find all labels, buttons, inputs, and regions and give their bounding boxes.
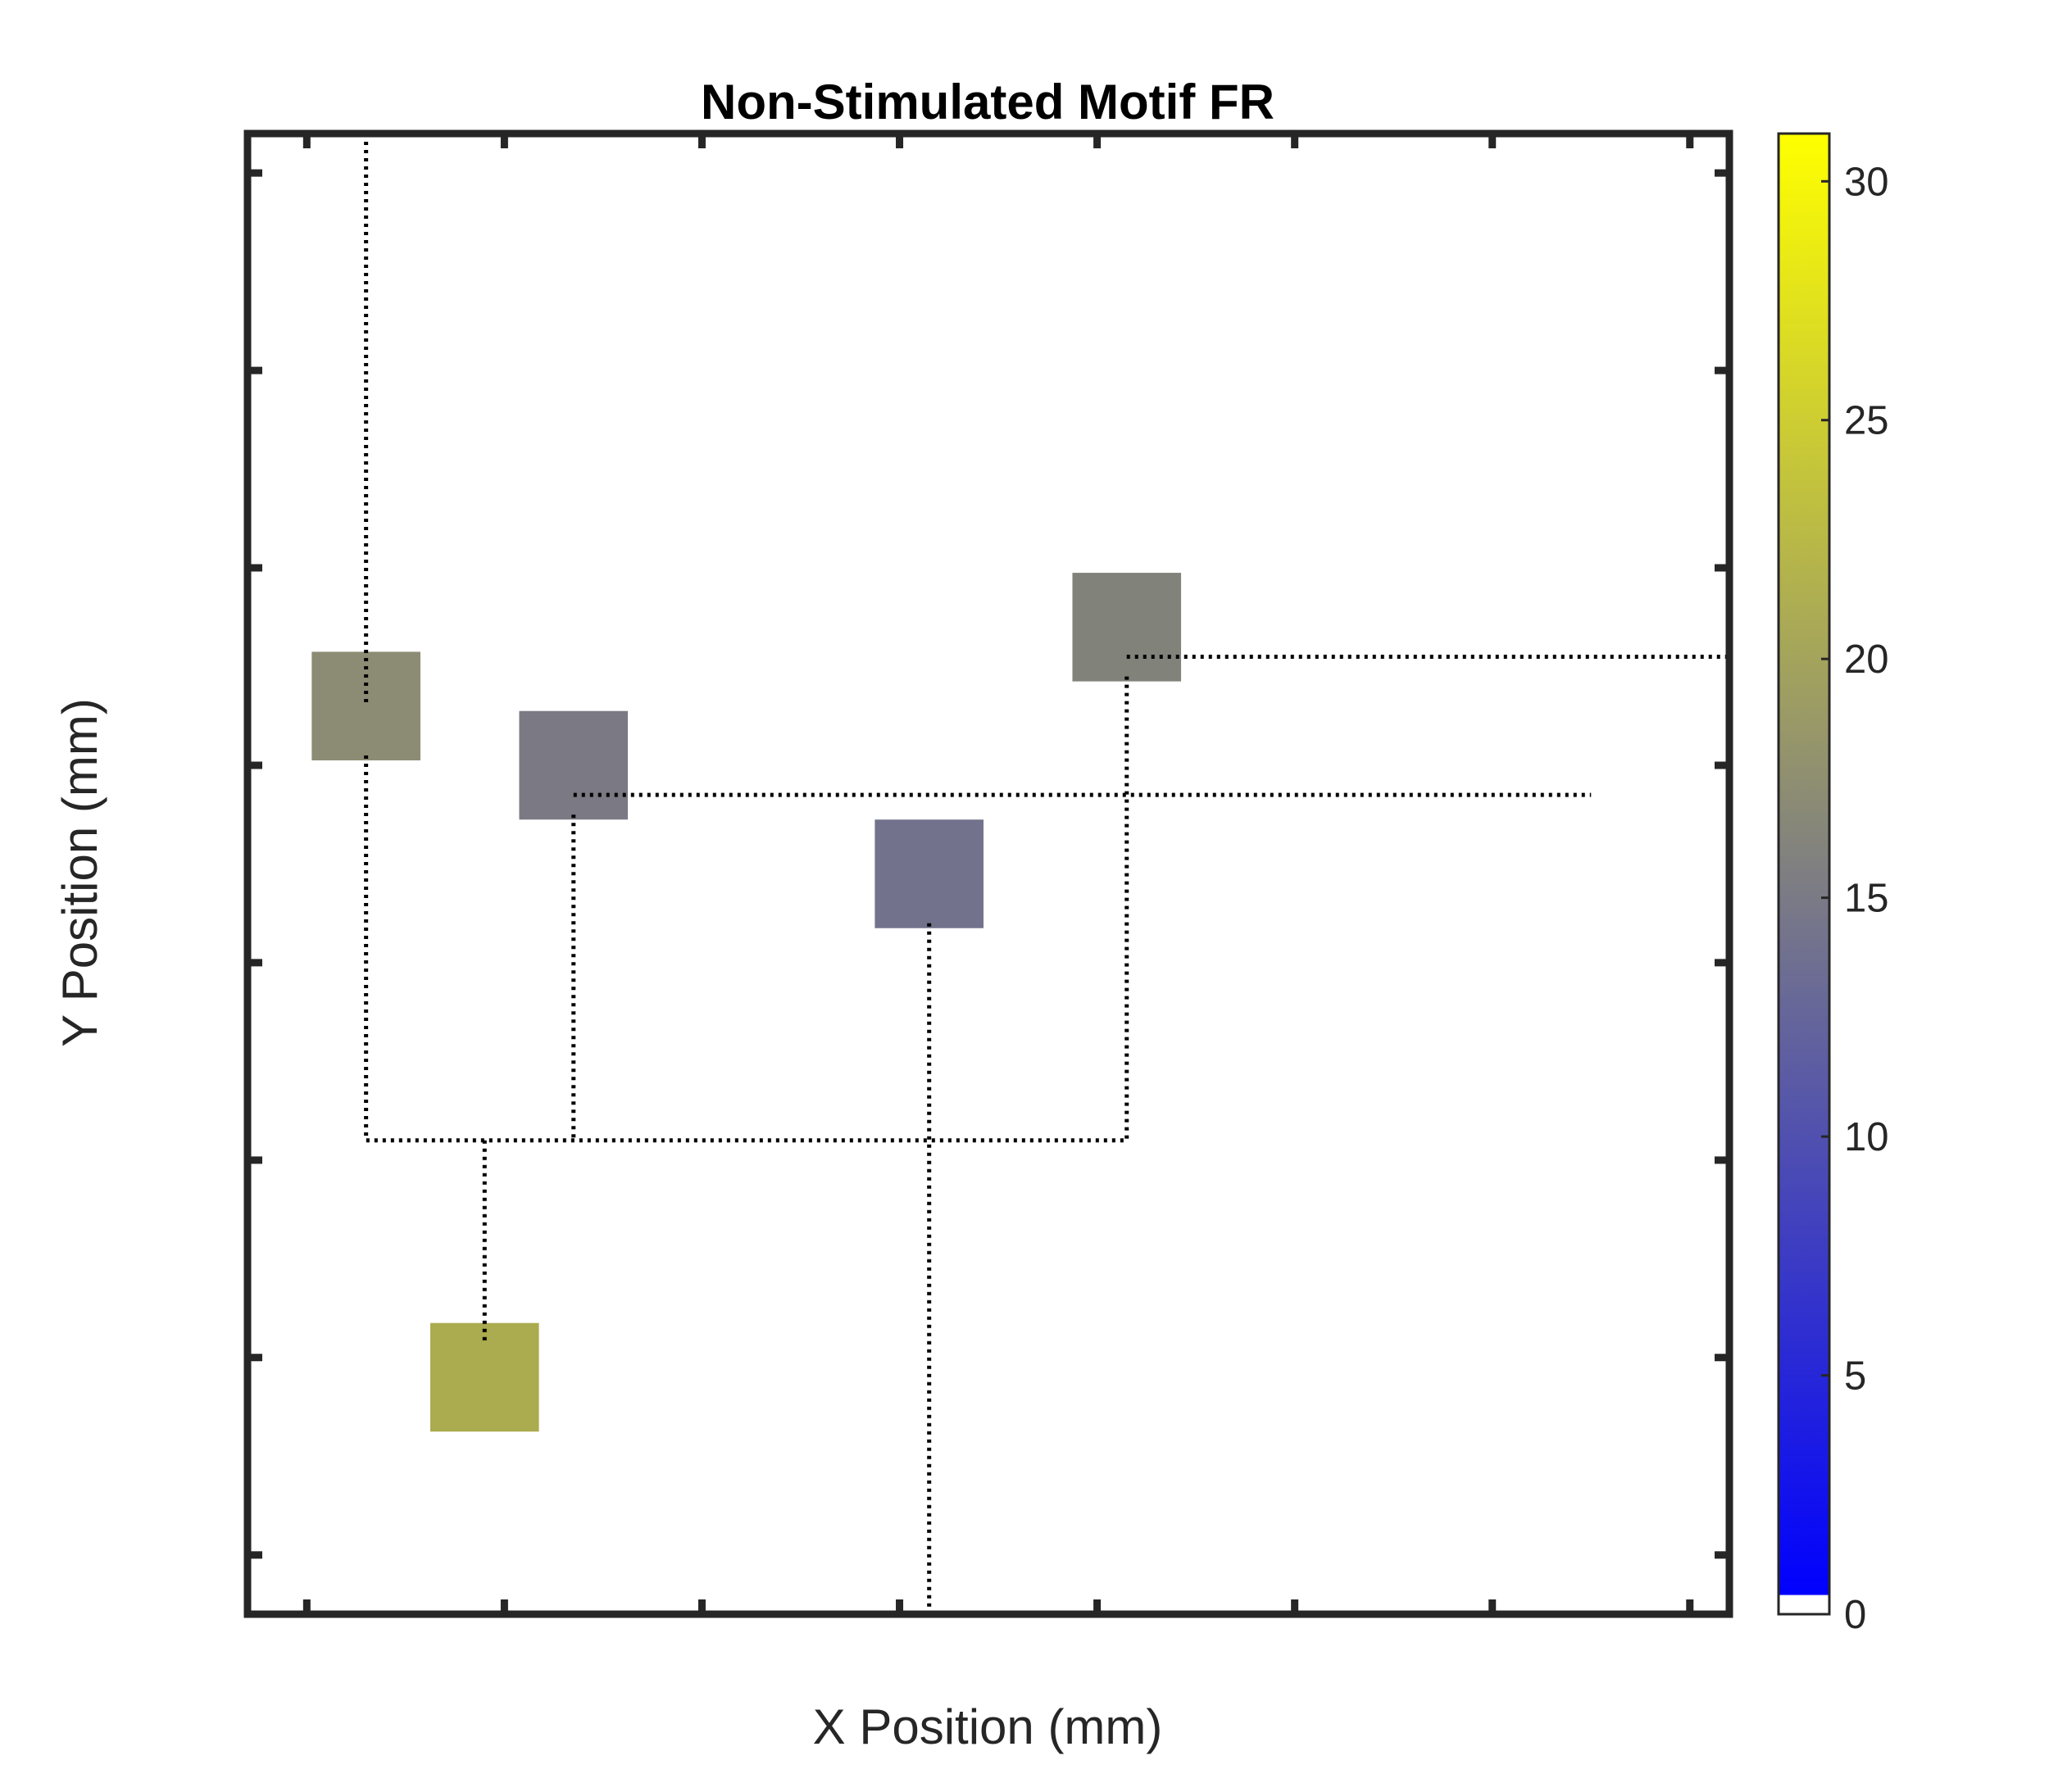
y-axis-label: Y Position (mm): [52, 698, 107, 1047]
colorbar-gradient: [1779, 134, 1829, 1595]
axes-frame: [243, 129, 1733, 1618]
colorbar-frame: [1777, 132, 1831, 1616]
plot-area: [243, 129, 1733, 1618]
colorbar-tick-label-30: 30: [1844, 160, 1889, 204]
colorbar-tick-label-0: 0: [1844, 1593, 1866, 1637]
colorbar-tick-label-15: 15: [1844, 877, 1889, 921]
colorbar-zero-band: [1779, 1595, 1829, 1614]
connection-line-4: [364, 676, 1129, 1143]
chart-title: Non-Stimulated Motif FR: [701, 75, 1274, 129]
heatmap-cell-3: [875, 819, 984, 928]
x-axis-label: X Position (mm): [813, 1699, 1163, 1754]
colorbar-tick-label-20: 20: [1844, 637, 1889, 682]
colorbar: 0 5 10 15 20 25 30: [1777, 132, 1889, 1637]
heatmap-cell-5: [429, 1322, 539, 1432]
colorbar-tick-label-10: 10: [1844, 1115, 1889, 1159]
heatmap-cell-1: [311, 651, 420, 760]
colorbar-tick-label-5: 5: [1844, 1354, 1866, 1399]
colorbar-tick-label-25: 25: [1844, 399, 1889, 443]
heatmap-cell-2: [519, 710, 629, 820]
heatmap-cell-4: [1072, 573, 1182, 682]
